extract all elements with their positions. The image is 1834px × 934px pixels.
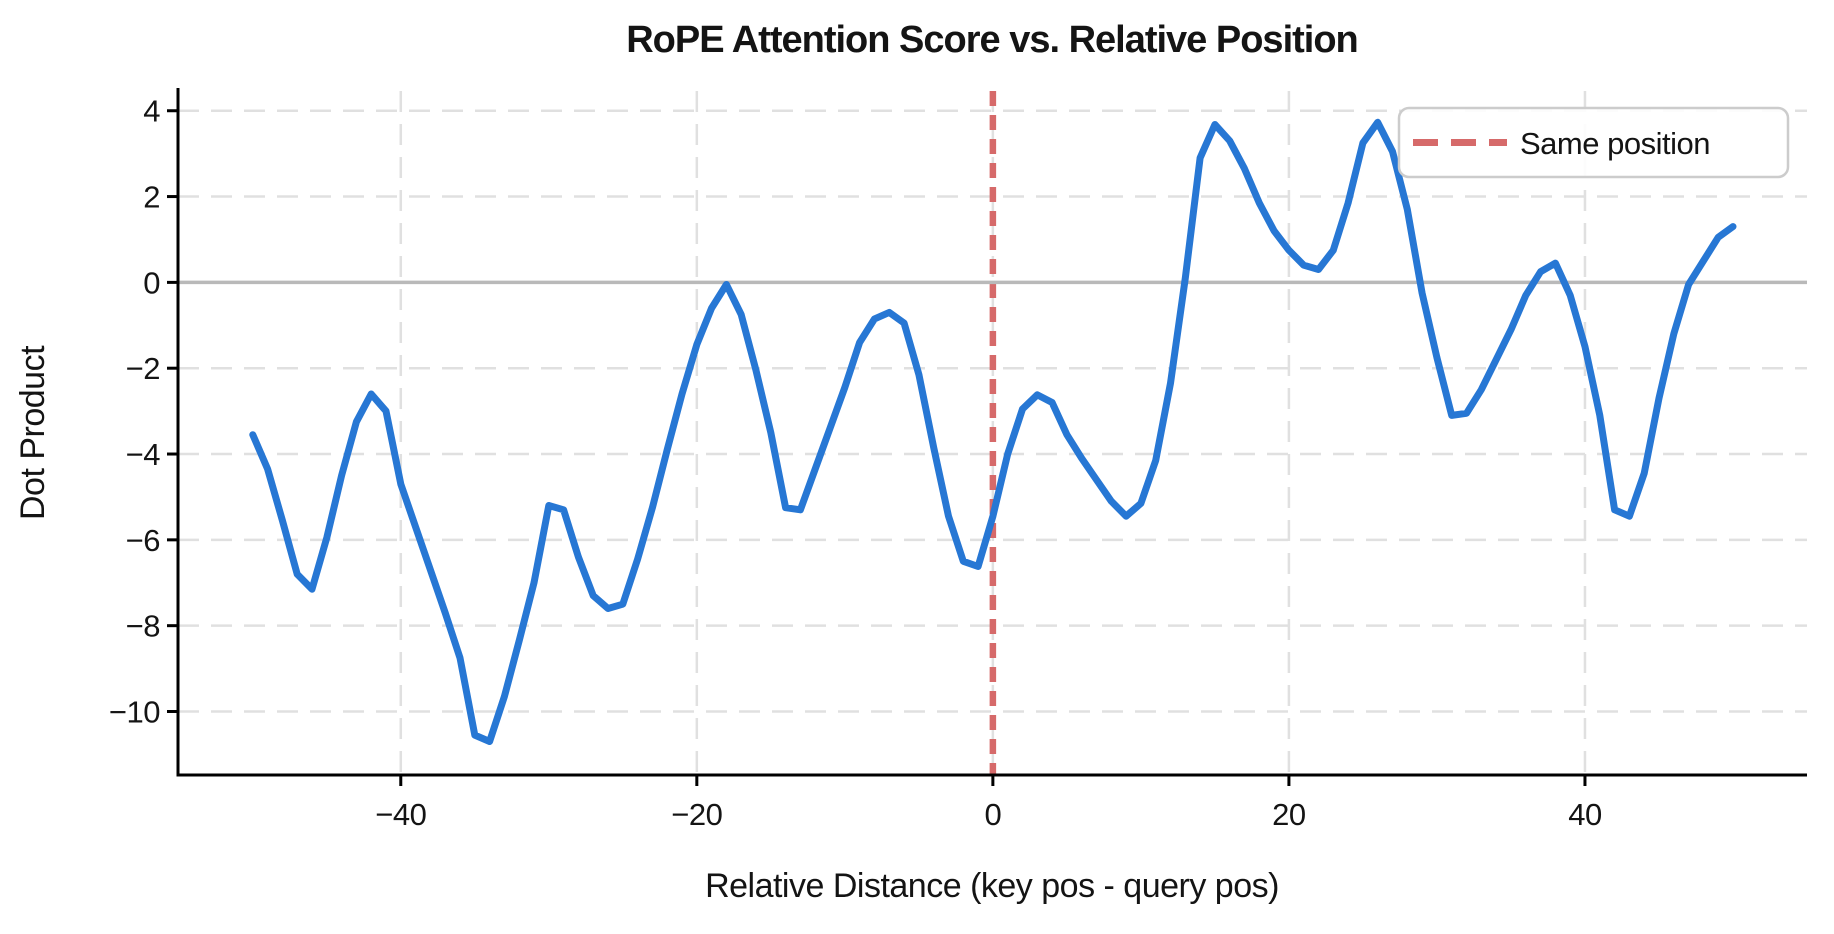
- axes-layer: [167, 88, 1807, 786]
- y-tick-label: 2: [143, 180, 160, 215]
- x-tick-label: 0: [984, 797, 1001, 832]
- y-tick-label: 0: [143, 265, 160, 300]
- series-layer: [249, 118, 1737, 745]
- rope-curve: [249, 118, 1737, 745]
- legend-entry-label: Same position: [1520, 126, 1710, 161]
- x-tick-label: −40: [375, 797, 426, 832]
- y-tick-label: −2: [126, 351, 160, 386]
- y-tick-label: −4: [126, 437, 161, 472]
- legend-box: Same position: [1397, 106, 1790, 179]
- x-tick-label: 20: [1272, 797, 1306, 832]
- y-tick-label: −10: [109, 694, 160, 729]
- x-axis-label: Relative Distance (key pos - query pos): [705, 867, 1279, 905]
- y-tick-label: −8: [126, 609, 160, 644]
- x-tick-label: −20: [671, 797, 722, 832]
- y-tick-label: −6: [126, 523, 160, 558]
- y-tick-label: 4: [143, 94, 160, 129]
- chart-title: RoPE Attention Score vs. Relative Positi…: [626, 19, 1358, 61]
- annotation-layer: [178, 91, 1807, 775]
- y-axis-label: Dot Product: [14, 345, 52, 520]
- x-tick-label: 40: [1568, 797, 1602, 832]
- legend-frame: [1397, 106, 1790, 179]
